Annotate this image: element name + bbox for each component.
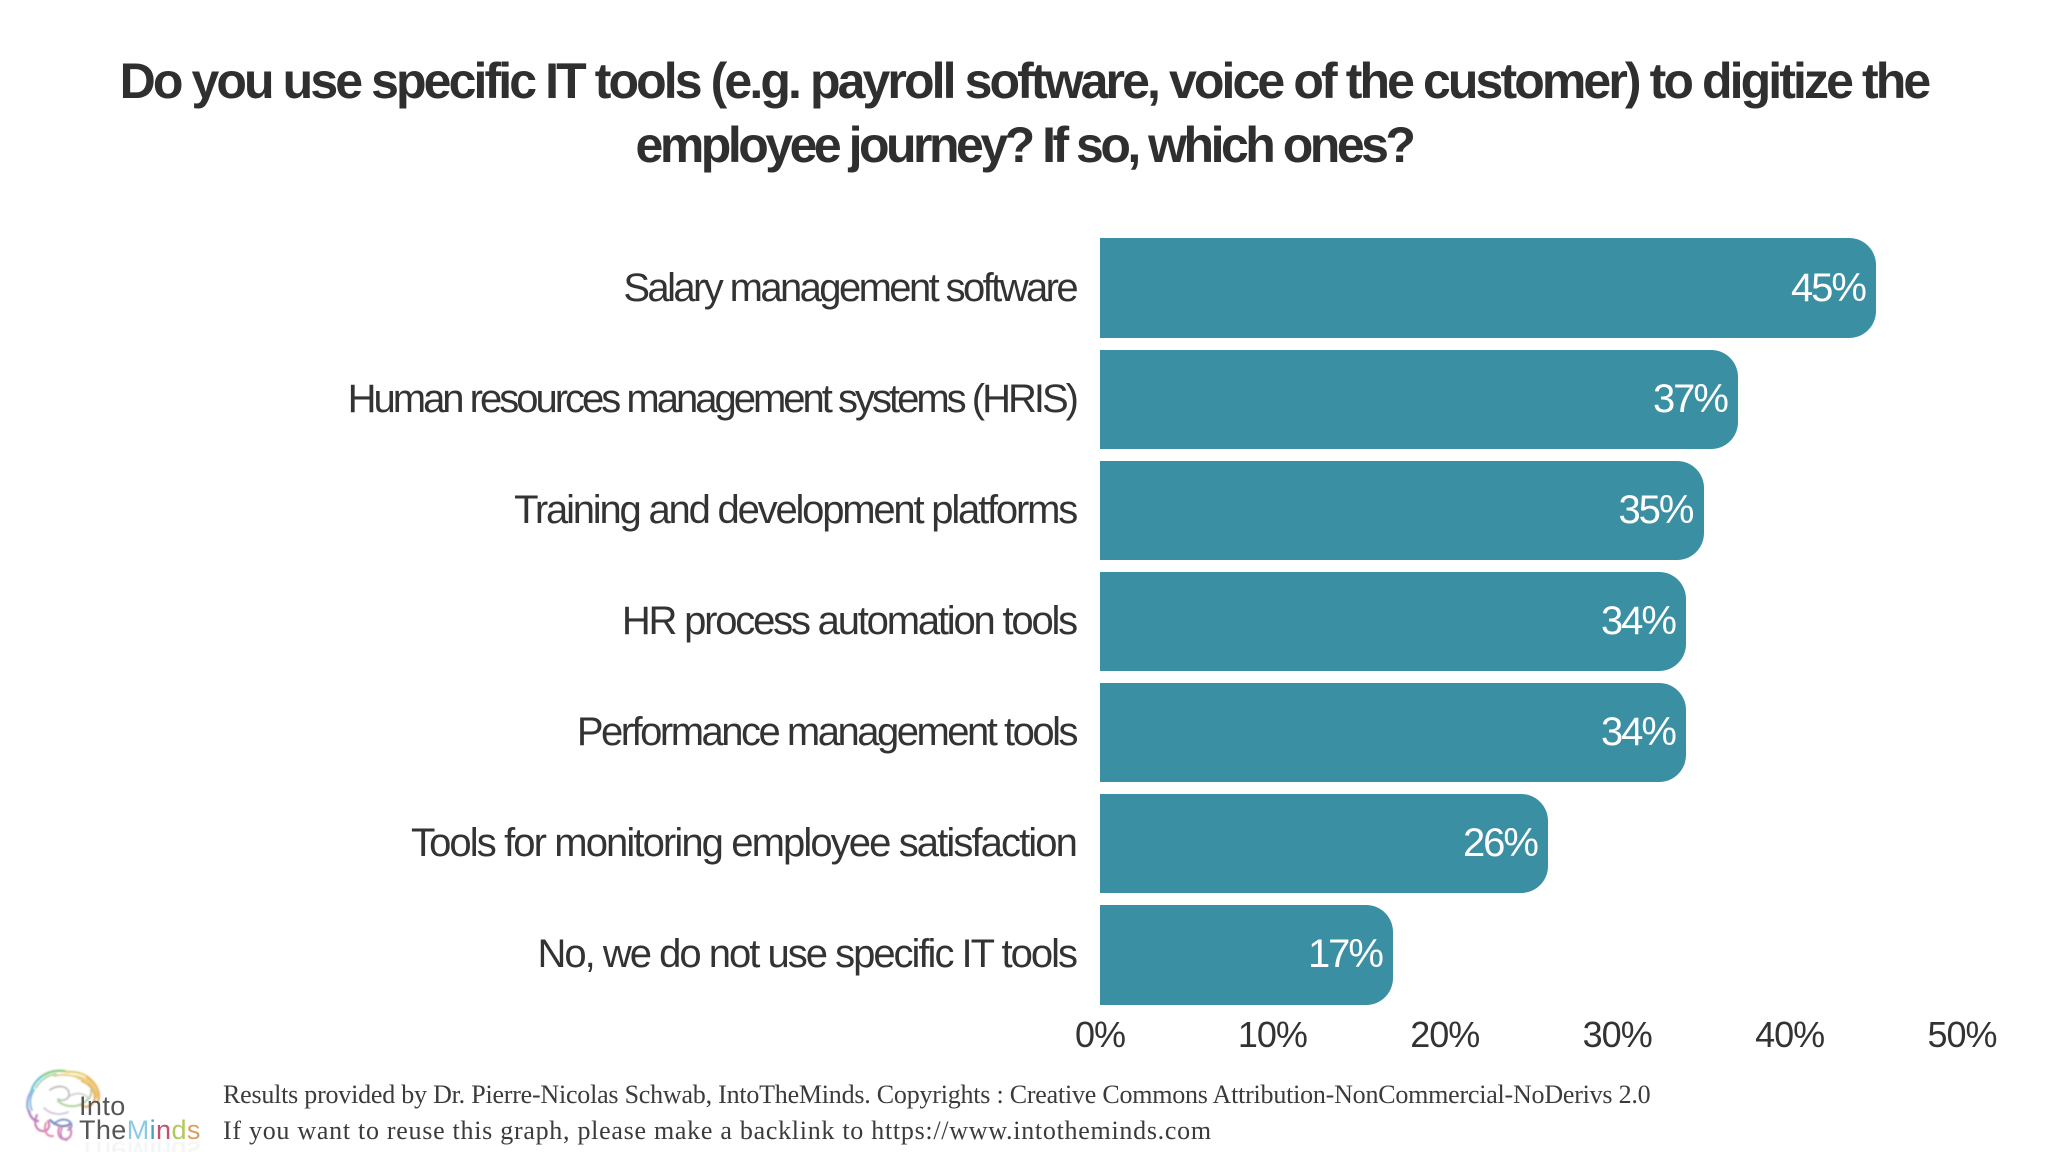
svg-text:TheMinds: TheMinds: [79, 1136, 201, 1152]
svg-text:TheMinds: TheMinds: [79, 1115, 201, 1145]
svg-text:Into: Into: [79, 1091, 126, 1121]
